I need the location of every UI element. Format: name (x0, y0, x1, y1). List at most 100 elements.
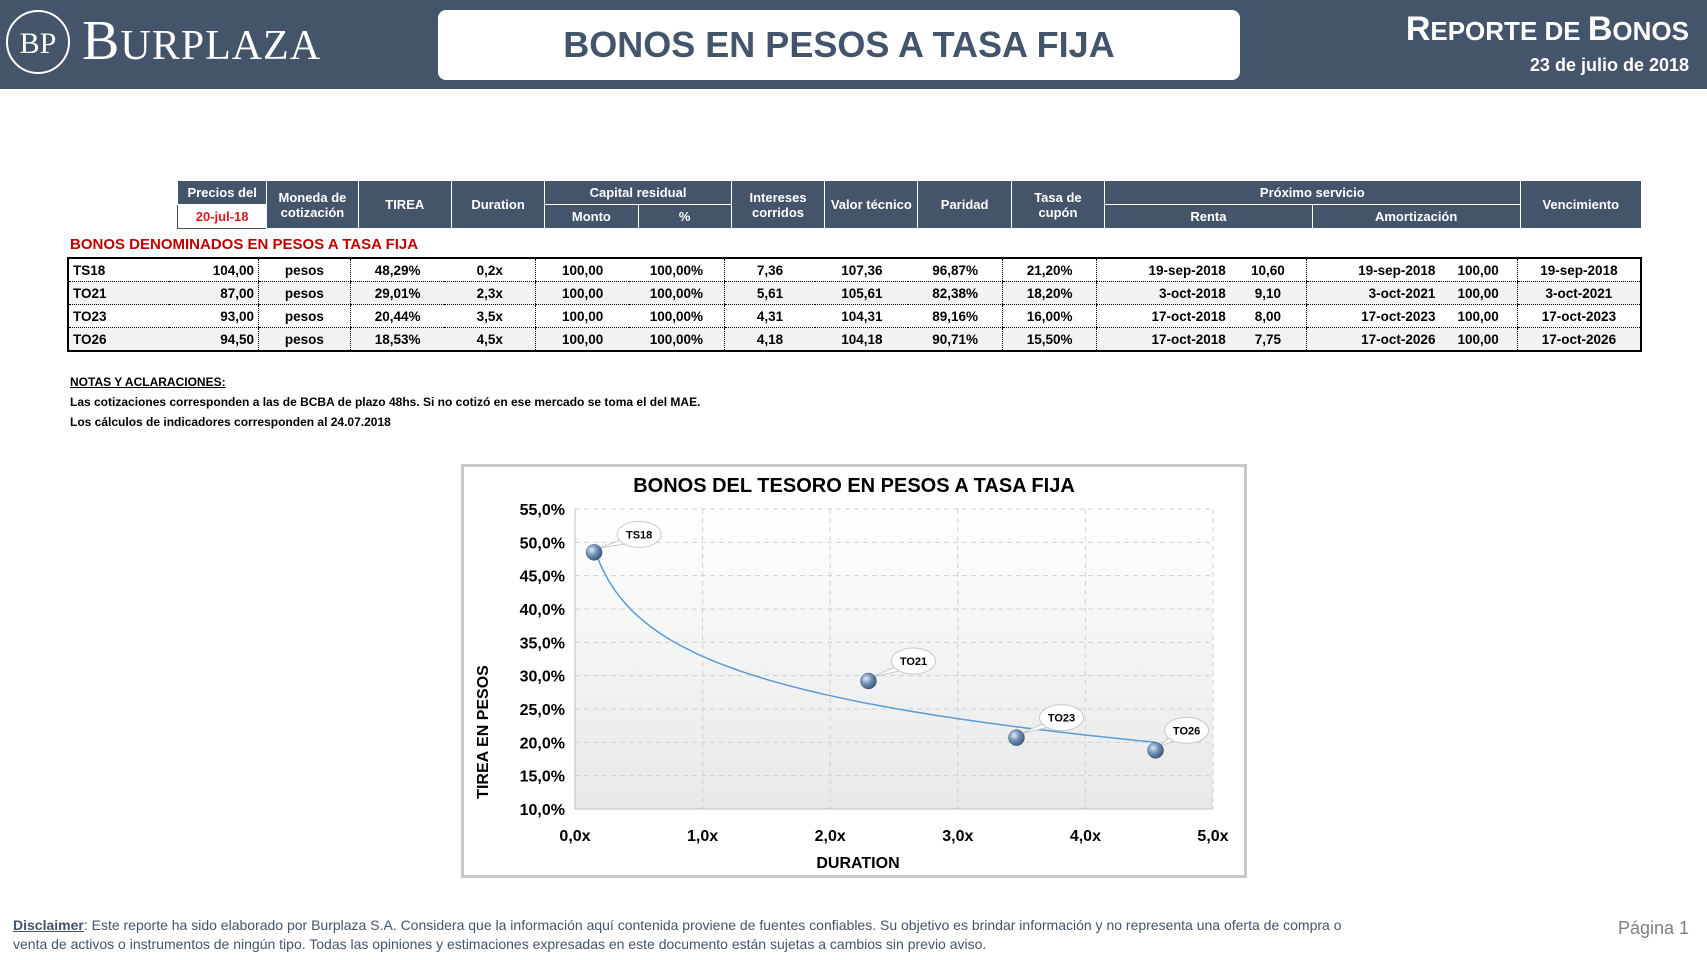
cell-moneda: pesos (258, 281, 351, 305)
cell-renta-valor: 9,10 (1229, 281, 1307, 305)
cell-monto: 100,00 (535, 304, 630, 328)
header-valor-tecnico: Valor técnico (824, 180, 919, 229)
data-point (860, 672, 877, 690)
y-tick-label: 45,0% (520, 569, 565, 586)
y-tick-label: 50,0% (520, 535, 565, 552)
cell-amort-fecha: 17-oct-2023 (1306, 304, 1440, 328)
cell-renta-valor: 10,60 (1229, 258, 1307, 282)
logo-icon: BP (6, 10, 70, 74)
cell-tasa: 16,00% (1001, 304, 1097, 328)
x-tick-label: 1,0x (687, 828, 718, 845)
cell-moneda: pesos (258, 327, 351, 352)
cell-moneda: pesos (258, 258, 351, 282)
cell-paridad: 82,38% (908, 281, 1003, 305)
cell-moneda: pesos (258, 304, 351, 328)
cell-amort-valor: 100,00 (1439, 327, 1518, 352)
section-title: BONOS DENOMINADOS EN PESOS A TASA FIJA (70, 236, 419, 253)
cell-intereses: 4,31 (723, 304, 816, 328)
cell-paridad: 90,71% (908, 327, 1003, 352)
x-axis-label: DURATION (816, 855, 899, 872)
header-pct: % (637, 204, 732, 229)
cell-vencimiento: 17-oct-2023 (1516, 304, 1641, 328)
cell-pct: 100,00% (629, 327, 725, 352)
cell-vencimiento: 17-oct-2026 (1516, 327, 1641, 352)
header-duration: Duration (450, 180, 546, 229)
cell-ticker: TS18 (68, 258, 169, 282)
callout-bubble (616, 520, 662, 548)
cell-amort-fecha: 19-sep-2018 (1306, 258, 1440, 282)
x-tick-label: 4,0x (1070, 828, 1101, 845)
y-tick-label: 35,0% (520, 635, 565, 652)
x-tick-label: 2,0x (815, 828, 846, 845)
data-point (1008, 729, 1025, 746)
header-renta: Renta (1104, 204, 1313, 229)
cell-renta-fecha: 19-sep-2018 (1096, 258, 1230, 282)
cell-tasa: 21,20% (1001, 258, 1097, 282)
cell-amort-valor: 100,00 (1439, 281, 1518, 305)
cell-precio: 93,00 (168, 304, 259, 328)
notes-heading: NOTAS Y ACLARACIONES: (70, 375, 226, 389)
header-precios: Precios del (176, 180, 268, 205)
cell-amort-fecha: 17-oct-2026 (1306, 327, 1440, 352)
data-label: TO21 (900, 656, 927, 668)
cell-paridad: 96,87% (908, 258, 1003, 282)
y-tick-label: 55,0% (520, 502, 565, 519)
y-tick-label: 15,0% (520, 769, 565, 786)
cell-tasa: 15,50% (1001, 327, 1097, 352)
header-precios-fecha: 20-jul-18 (176, 204, 268, 229)
brand-name: BURPLAZA (82, 10, 322, 72)
callout-bubble (1164, 716, 1210, 744)
page-title: BONOS EN PESOS A TASA FIJA (563, 24, 1115, 65)
cell-renta-fecha: 17-oct-2018 (1096, 327, 1230, 352)
y-axis-label: TIREA EN PESOS (475, 665, 492, 799)
cell-pct: 100,00% (629, 258, 725, 282)
header-monto: Monto (544, 204, 639, 229)
callout-bubble (890, 647, 936, 675)
y-tick-label: 40,0% (520, 602, 565, 619)
cell-duration: 0,2x (444, 258, 536, 282)
table-row: TO21 87,00 pesos 29,01% 2,3x 100,00 100,00% 5,6… (68, 281, 1641, 305)
data-point (1147, 742, 1164, 759)
cell-renta-valor: 7,75 (1229, 327, 1307, 352)
y-tick-label: 25,0% (520, 702, 565, 719)
header-proximo-servicio: Próximo servicio (1104, 180, 1521, 205)
callout-bubble (1038, 704, 1084, 732)
table-row: TO23 93,00 pesos 20,44% 3,5x 100,00 100,00% 4,3… (68, 304, 1641, 328)
header-tasa: Tasa de cupón (1010, 180, 1106, 229)
cell-valor: 105,61 (815, 281, 909, 305)
data-label: TS18 (626, 529, 652, 541)
cell-duration: 3,5x (444, 304, 536, 328)
cell-amort-fecha: 3-oct-2021 (1306, 281, 1440, 305)
data-label: TO23 (1048, 713, 1075, 725)
cell-ticker: TO23 (68, 304, 169, 328)
bonds-table: TS18 104,00 pesos 48,29% 0,2x 100,00 100,00% 7,… (67, 257, 1642, 352)
cell-tirea: 20,44% (349, 304, 445, 328)
header-vencimiento: Vencimiento (1519, 180, 1642, 229)
table-row: TS18 104,00 pesos 48,29% 0,2x 100,00 100,00% 7,… (68, 258, 1641, 282)
cell-valor: 107,36 (815, 258, 909, 282)
cell-pct: 100,00% (629, 281, 725, 305)
cell-tirea: 48,29% (349, 258, 445, 282)
x-tick-label: 3,0x (942, 828, 973, 845)
cell-intereses: 4,18 (723, 327, 816, 352)
page-title-box: BONOS EN PESOS A TASA FIJA (438, 10, 1240, 80)
data-point (585, 544, 603, 561)
cell-vencimiento: 3-oct-2021 (1516, 281, 1641, 305)
y-tick-label: 20,0% (520, 735, 565, 752)
disclaimer: Disclaimer: Este reporte ha sido elabora… (13, 917, 1342, 952)
cell-monto: 100,00 (535, 327, 630, 352)
cell-valor: 104,31 (815, 304, 909, 328)
chart-title: BONOS DEL TESORO EN PESOS A TASA FIJA (633, 475, 1075, 497)
cell-monto: 100,00 (535, 281, 630, 305)
x-tick-label: 5,0x (1197, 828, 1228, 845)
y-tick-label: 30,0% (520, 669, 565, 686)
cell-amort-valor: 100,00 (1439, 304, 1518, 328)
cell-tirea: 18,53% (349, 327, 445, 352)
header-capital-residual: Capital residual (544, 180, 732, 205)
cell-ticker: TO21 (68, 281, 169, 305)
cell-precio: 104,00 (168, 258, 259, 282)
cell-tirea: 29,01% (349, 281, 445, 305)
note-line-1: Las cotizaciones corresponden a las de B… (70, 395, 701, 409)
x-tick-label: 0,0x (559, 828, 590, 845)
cell-amort-valor: 100,00 (1439, 258, 1518, 282)
